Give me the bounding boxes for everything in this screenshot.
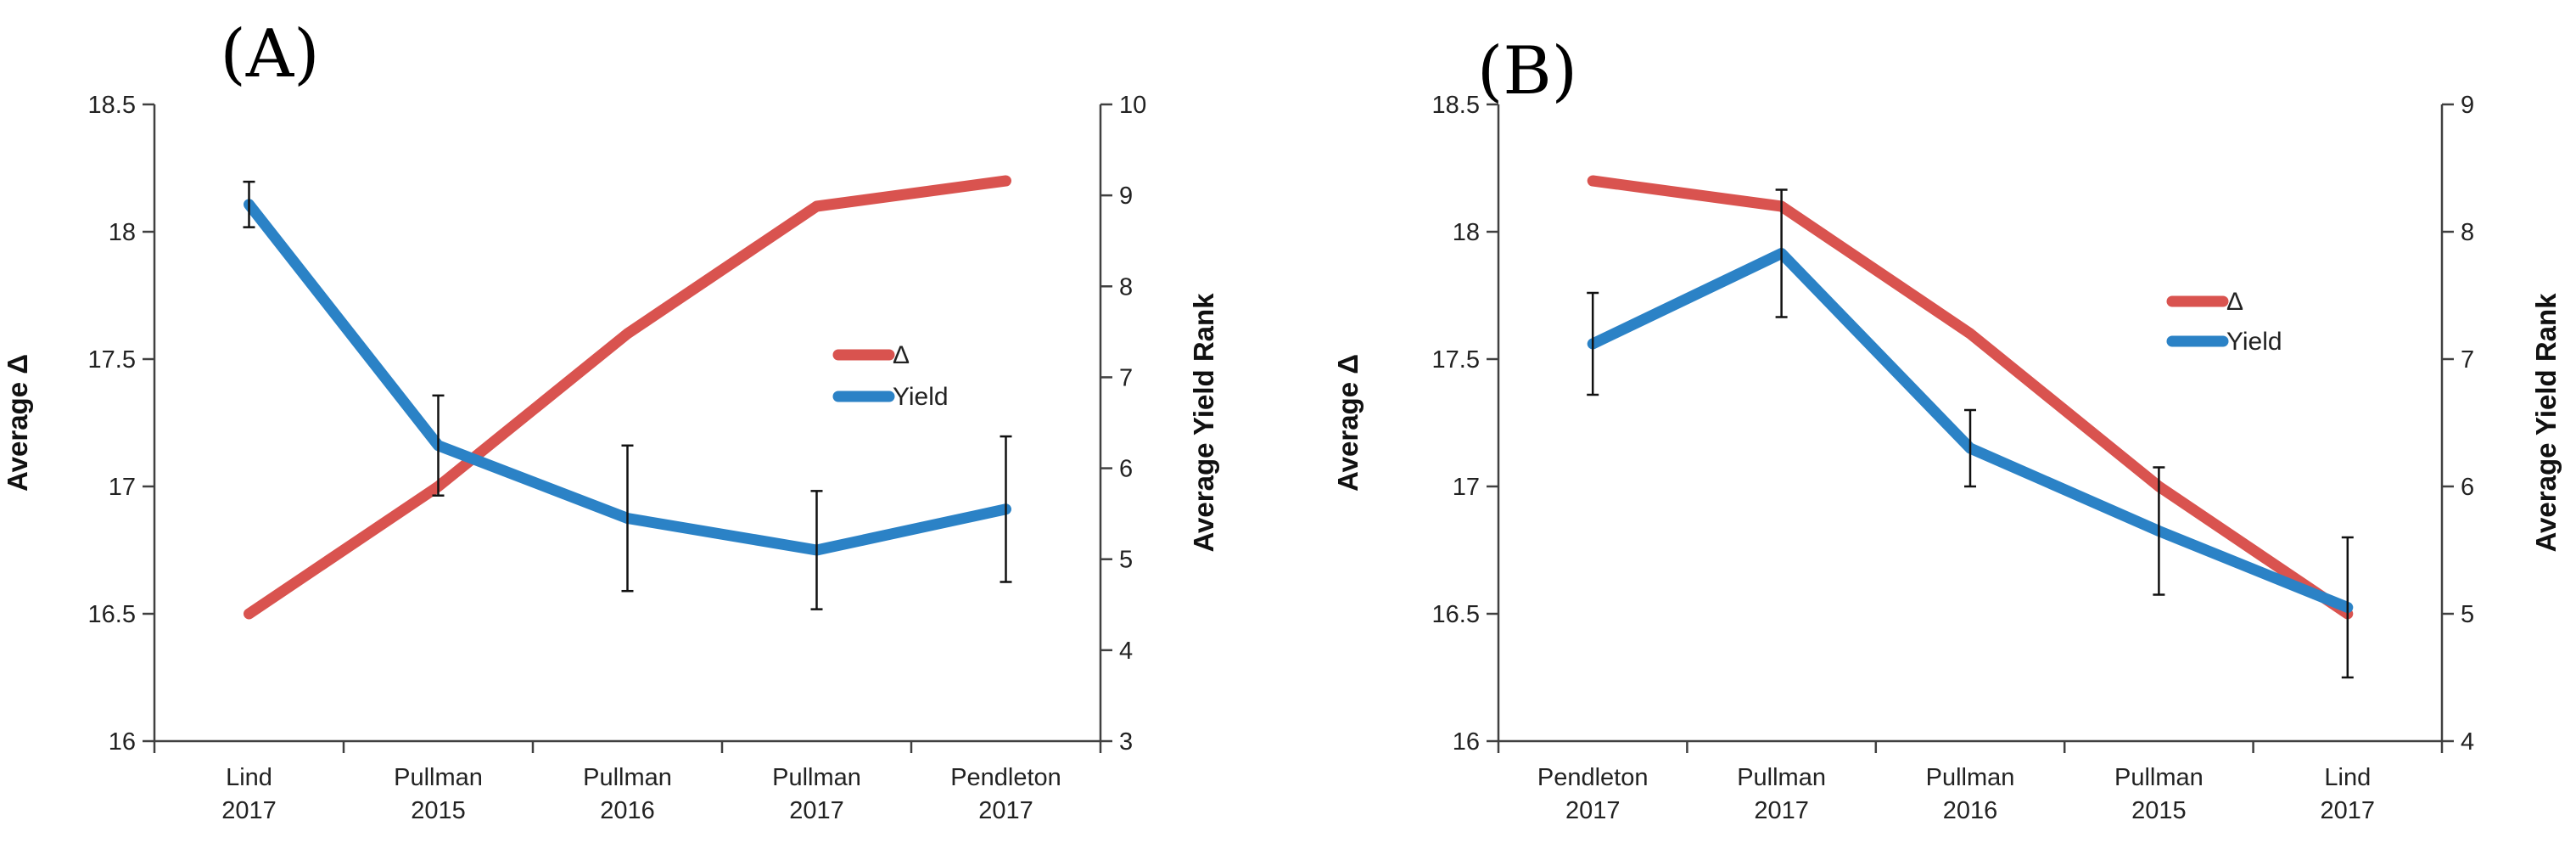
x-tick-label-site: Pullman (2114, 764, 2204, 791)
x-tick-label: Pullman 2015 (2114, 764, 2204, 824)
x-tick-label: Lind 2017 (221, 764, 277, 824)
x-tick-label: Lind 2017 (2321, 764, 2376, 824)
legend-label-delta: Δ (893, 341, 910, 369)
x-tick-label-site: Pullman (394, 764, 483, 791)
right-tick-label: 10 (1119, 92, 1146, 119)
right-tick-label: 4 (2461, 728, 2474, 756)
left-tick-label: 17 (1453, 474, 1480, 501)
x-tick-label-site: Lind (226, 764, 272, 791)
right-tick-label: 8 (1119, 273, 1133, 301)
x-tick-label: Pullman 2016 (583, 764, 672, 824)
x-tick-label-year: 2015 (411, 797, 466, 824)
x-tick-label-year: 2016 (600, 797, 655, 824)
x-tick-label-site: Pullman (583, 764, 672, 791)
panel-label: (A) (220, 16, 319, 93)
x-tick-label: Pullman 2016 (1926, 764, 2015, 824)
x-tick-label-year: 2016 (1943, 797, 1998, 824)
x-tick-label-year: 2017 (2321, 797, 2376, 824)
right-tick-label: 7 (2461, 346, 2474, 374)
x-tick-label-year: 2017 (221, 797, 277, 824)
x-tick-label: Pullman 2015 (394, 764, 483, 824)
legend-label-yield: Yield (2226, 328, 2282, 356)
legend-label-delta: Δ (2226, 288, 2243, 316)
x-tick-label-year: 2017 (978, 797, 1033, 824)
right-tick-label: 8 (2461, 219, 2474, 246)
x-tick-label-year: 2017 (789, 797, 844, 824)
right-tick-label: 3 (1119, 728, 1133, 756)
left-tick-label: 17.5 (88, 346, 136, 374)
right-tick-label: 9 (1119, 183, 1133, 210)
right-axis-title: Average Yield Rank (2530, 293, 2562, 553)
x-tick-label: Pendleton 2017 (1537, 764, 1649, 824)
left-axis-title: Average Δ (1332, 354, 1364, 492)
panel-label: (B) (1477, 33, 1577, 110)
series-line-delta (244, 175, 1011, 620)
right-axis-title: Average Yield Rank (1188, 293, 1219, 553)
x-tick-label: Pullman 2017 (772, 764, 861, 824)
x-tick-label-year: 2015 (2131, 797, 2187, 824)
left-tick-label: 17 (109, 474, 136, 501)
x-tick-label-site: Pendleton (1537, 764, 1649, 791)
right-tick-label: 9 (2461, 92, 2474, 119)
series-line-delta (1587, 175, 2354, 620)
right-tick-label: 5 (2461, 601, 2474, 628)
left-tick-label: 16 (1453, 728, 1480, 756)
right-tick-label: 5 (1119, 547, 1133, 574)
right-tick-label: 6 (2461, 474, 2474, 501)
x-tick-label-site: Pullman (1737, 764, 1826, 791)
left-tick-label: 16 (109, 728, 136, 756)
chart-panel-b: (B) 16 16.5 17 17.5 18 18.5 4 5 6 7 8 9 Pendleton 2017… (1332, 33, 2562, 824)
left-tick-label: 18 (109, 219, 136, 246)
left-tick-label: 18.5 (1432, 92, 1480, 119)
right-tick-label: 7 (1119, 364, 1133, 391)
x-tick-label-site: Pullman (772, 764, 861, 791)
x-tick-label: Pendleton 2017 (950, 764, 1061, 824)
left-axis-title: Average Δ (2, 354, 33, 492)
left-tick-label: 17.5 (1432, 346, 1480, 374)
left-tick-label: 18 (1453, 219, 1480, 246)
left-tick-label: 18.5 (88, 92, 136, 119)
left-tick-label: 16.5 (1432, 601, 1480, 628)
left-tick-label: 16.5 (88, 601, 136, 628)
x-tick-label-year: 2017 (1754, 797, 1809, 824)
x-tick-label-year: 2017 (1565, 797, 1621, 824)
x-tick-label-site: Lind (2324, 764, 2371, 791)
right-tick-label: 6 (1119, 456, 1133, 483)
x-tick-label-site: Pendleton (950, 764, 1061, 791)
legend-label-yield: Yield (893, 383, 949, 411)
x-tick-label-site: Pullman (1926, 764, 2015, 791)
right-tick-label: 4 (1119, 638, 1133, 665)
x-tick-label: Pullman 2017 (1737, 764, 1826, 824)
